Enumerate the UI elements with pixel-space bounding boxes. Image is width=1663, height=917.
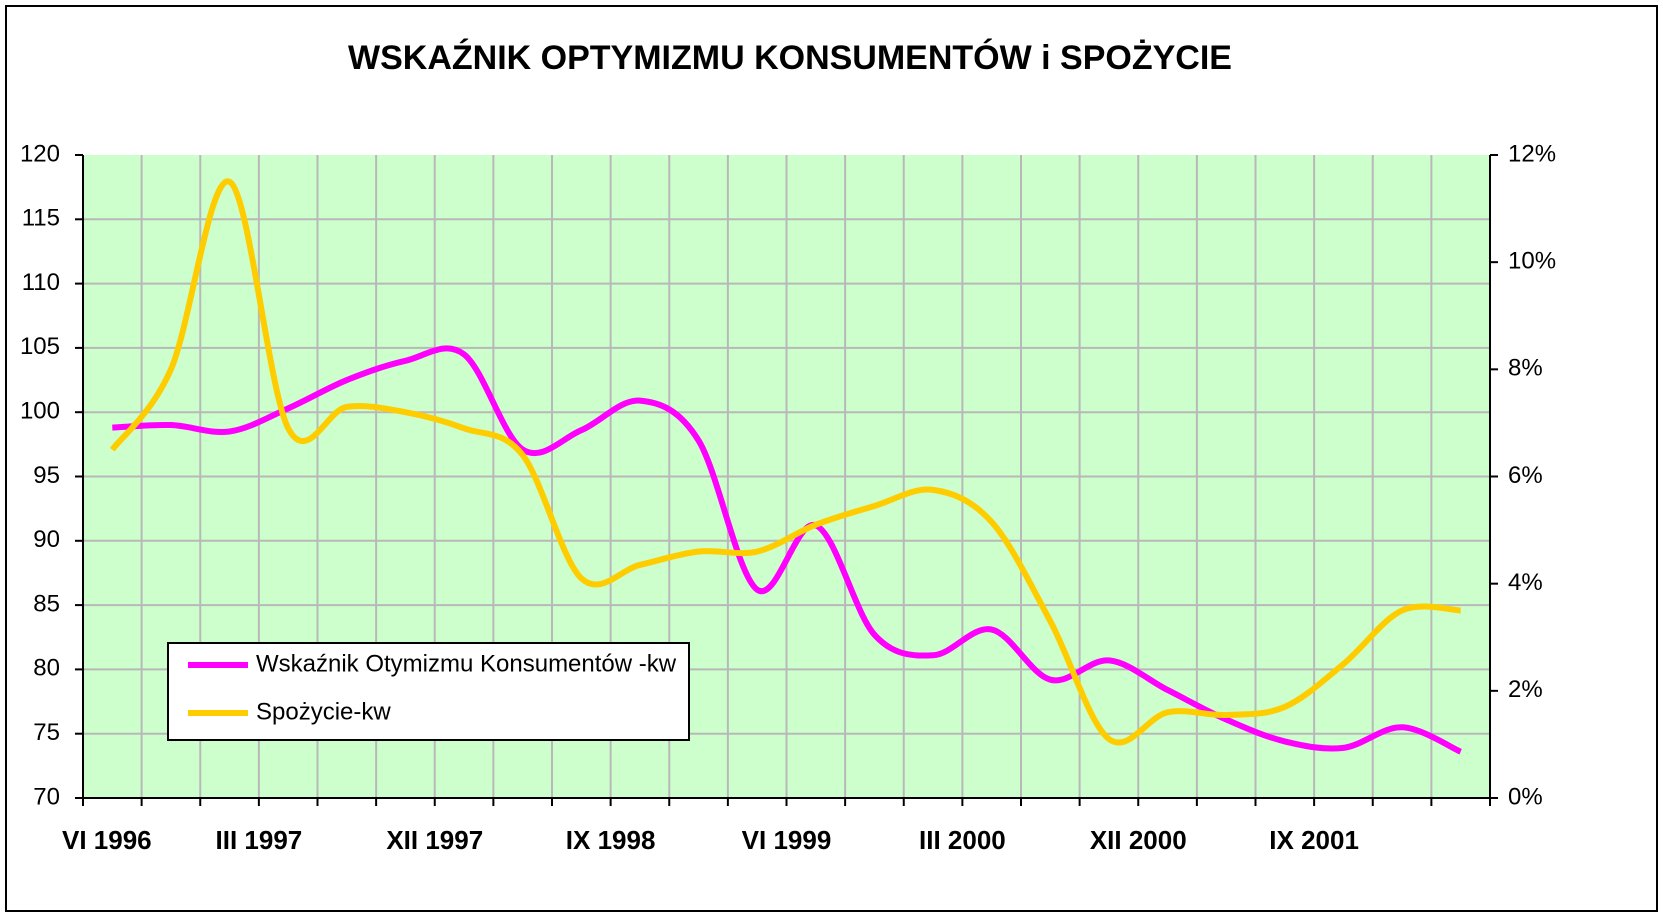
y-tick-label: 70: [33, 783, 60, 810]
y-tick-label: 100: [20, 398, 60, 425]
y2-tick-label: 4%: [1508, 569, 1543, 596]
y2-tick-label: 12%: [1508, 140, 1556, 167]
x-tick-label: VI 1996: [62, 825, 152, 855]
y-tick-label: 75: [33, 719, 60, 746]
x-tick-label: IX 2001: [1269, 825, 1359, 855]
legend-label: Wskaźnik Otymizmu Konsumentów -kw: [256, 650, 677, 677]
y-tick-label: 95: [33, 462, 60, 489]
y-tick-label: 90: [33, 526, 60, 553]
x-tick-label: IX 1998: [566, 825, 656, 855]
series-line: [112, 345, 1462, 755]
y-tick-label: 115: [22, 205, 60, 232]
x-tick-label: III 2000: [919, 825, 1006, 855]
x-tick-label: III 1997: [216, 825, 303, 855]
y2-tick-label: 10%: [1508, 248, 1556, 275]
y2-tick-label: 2%: [1508, 676, 1543, 703]
y-tick-label: 120: [20, 140, 60, 167]
y2-tick-label: 8%: [1508, 355, 1543, 382]
y-tick-label: 85: [33, 590, 60, 617]
x-tick-label: VI 1999: [742, 825, 832, 855]
x-tick-label: XII 1997: [386, 825, 483, 855]
chart-title: WSKAŹNIK OPTYMIZMU KONSUMENTÓW i SPOŻYCI…: [348, 39, 1232, 77]
legend: [167, 642, 690, 741]
y-tick-label: 105: [20, 333, 60, 360]
legend-label: Spożycie-kw: [256, 698, 391, 725]
y-tick-label: 110: [22, 269, 60, 296]
series-line: [109, 178, 1461, 746]
y-tick-label: 80: [33, 655, 60, 682]
x-tick-label: XII 2000: [1090, 825, 1187, 855]
y2-tick-label: 0%: [1508, 783, 1543, 810]
y2-tick-label: 6%: [1508, 462, 1543, 489]
